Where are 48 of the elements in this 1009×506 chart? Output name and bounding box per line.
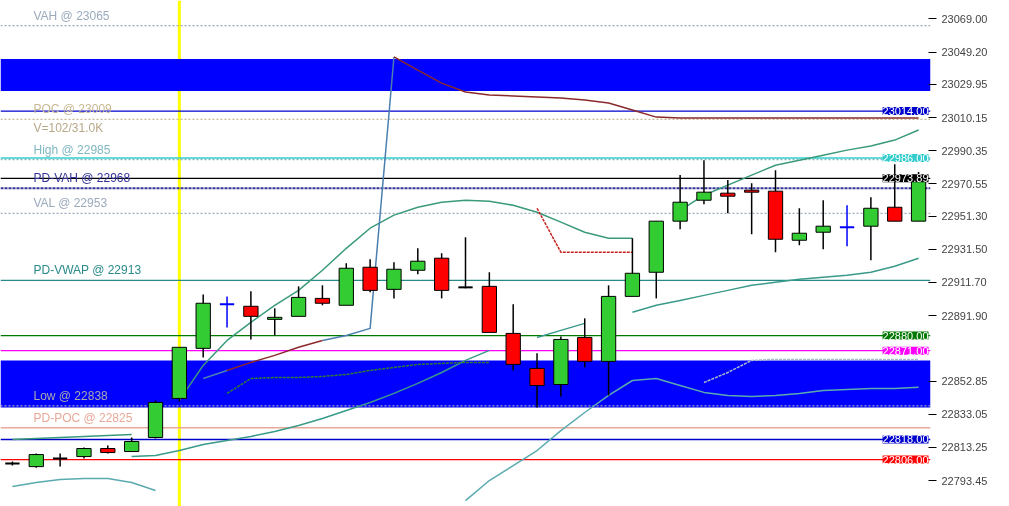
y-tick-label: 22931.50 (941, 243, 988, 256)
y-tick-label: 22891.90 (941, 309, 988, 322)
ref-line-label: PD-POC @ 22825 (33, 410, 133, 425)
candlestick (386, 261, 402, 300)
y-tick-label: 23069.00 (941, 12, 988, 25)
ref-line-label: 22973.89 (882, 172, 929, 185)
candlestick (529, 352, 545, 409)
candlestick (744, 182, 760, 235)
ref-line-label: PD-VWAP @ 22913 (33, 263, 142, 278)
ref-line-label: 22880.00 (882, 329, 929, 342)
ref-line-label: Low @ 22838 (33, 388, 109, 403)
y-tick-label: 22793.45 (941, 474, 988, 487)
ref-line-label: High @ 22985 (33, 142, 111, 157)
candlestick (815, 199, 831, 251)
y-tick-label: 22833.05 (941, 408, 988, 421)
y-tick-label: 23010.15 (941, 111, 988, 124)
ref-line-label: VAH @ 23065 (33, 8, 110, 23)
y-tick-label: 22813.25 (941, 441, 988, 454)
ref-line-label: 22806.00 (882, 453, 929, 466)
candlestick (267, 307, 283, 337)
y-tick-label: 22970.55 (941, 177, 988, 190)
annotation: V=102/31.0K (33, 120, 104, 135)
y-tick-label: 22990.35 (941, 144, 988, 157)
y-tick-label: 22951.30 (941, 210, 988, 223)
y-tick-label: 23049.20 (941, 46, 988, 59)
candlestick (243, 290, 259, 341)
candlestick (457, 236, 474, 290)
candlestick (290, 285, 307, 318)
y-tick-label: 22911.70 (941, 276, 987, 289)
candlestick (838, 204, 856, 248)
y-tick-label: 23029.95 (941, 78, 988, 91)
line-series (703, 358, 920, 384)
candlestick (314, 284, 331, 307)
ref-line-label: VAL @ 22953 (33, 196, 108, 211)
candlestick (624, 237, 641, 298)
candlestick (791, 207, 807, 247)
ref-line-label: 22871.00 (882, 344, 929, 357)
y-tick-label: 22852.85 (941, 375, 988, 388)
candlestick (218, 295, 236, 329)
ref-line-label: 22818.00 (882, 433, 929, 446)
candlestick (863, 196, 879, 261)
candlestick (410, 247, 426, 276)
candlestick (577, 317, 593, 369)
candlestick (51, 452, 69, 468)
line-series (226, 361, 491, 395)
candlestick (362, 258, 378, 294)
ref-line-label: 23014.00 (882, 105, 929, 118)
ref-line-label: 22986.00 (882, 152, 929, 164)
